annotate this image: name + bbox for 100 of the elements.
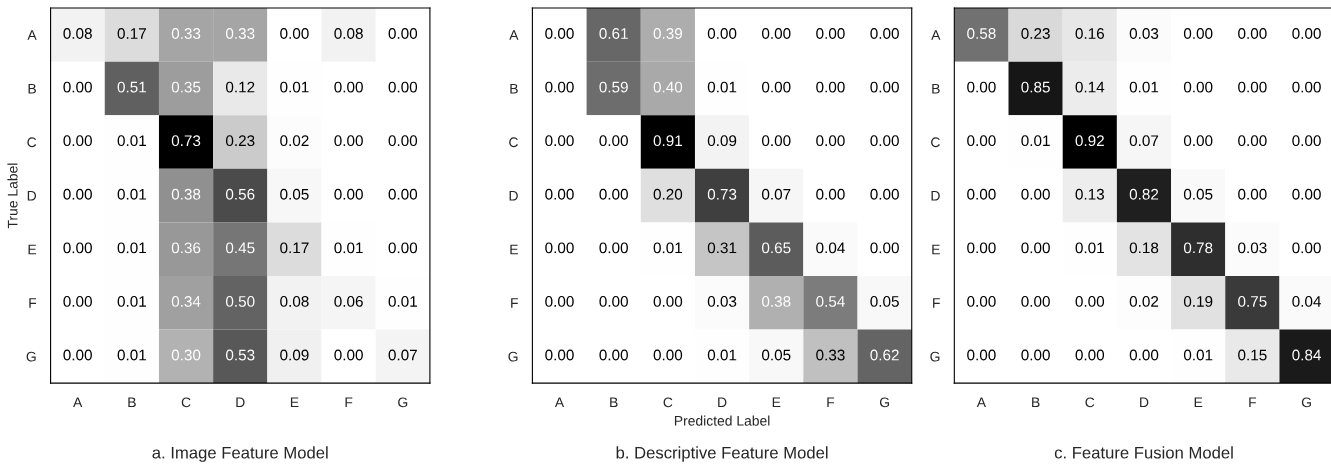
data-label: 0.00 xyxy=(545,242,574,254)
data-label: 0.00 xyxy=(707,28,737,39)
data-label: 0.01 xyxy=(117,349,146,361)
y-tick-label: B xyxy=(510,83,518,94)
data-label: 0.62 xyxy=(870,349,899,361)
x-tick-label: C xyxy=(181,397,191,408)
data-label: 0.06 xyxy=(334,296,363,307)
data-label: 0.92 xyxy=(1075,135,1104,147)
data-label: 0.00 xyxy=(388,81,418,93)
data-label: 0.00 xyxy=(761,81,791,93)
data-label: 0.05 xyxy=(870,296,899,307)
data-label: 0.01 xyxy=(1075,242,1104,254)
data-label: 0.23 xyxy=(225,135,255,147)
data-label: 0.00 xyxy=(1075,296,1105,307)
data-label: 0.34 xyxy=(171,296,201,307)
data-label: 0.00 xyxy=(1238,28,1267,39)
data-label: 0.00 xyxy=(1129,349,1159,361)
data-label: 0.09 xyxy=(707,135,737,147)
x-tick-label: D xyxy=(718,397,727,408)
data-label: 0.01 xyxy=(280,81,309,93)
data-label: 0.01 xyxy=(707,81,737,93)
data-label: 0.00 xyxy=(599,296,628,307)
data-label: 0.17 xyxy=(117,28,146,39)
data-label: 0.56 xyxy=(225,188,255,200)
data-label: 0.03 xyxy=(707,296,737,307)
data-label: 0.01 xyxy=(1129,81,1159,93)
x-tick-label: B xyxy=(1032,397,1040,408)
data-label: 0.00 xyxy=(599,188,628,200)
data-label: 0.01 xyxy=(1183,349,1213,361)
y-tick-label: G xyxy=(930,351,940,362)
x-tick-label: E xyxy=(772,397,781,408)
data-label: 0.54 xyxy=(816,296,845,307)
data-label: 0.53 xyxy=(225,349,255,361)
data-label: 0.00 xyxy=(1183,81,1213,93)
data-label: 0.08 xyxy=(280,296,309,307)
data-label: 0.00 xyxy=(761,28,791,39)
x-tick-label: F xyxy=(827,397,835,408)
data-label: 0.00 xyxy=(388,28,418,39)
data-label: 0.00 xyxy=(599,242,628,254)
x-tick-label: F xyxy=(345,397,353,408)
data-label: 0.07 xyxy=(761,188,791,200)
data-label: 0.36 xyxy=(171,242,201,254)
data-label: 0.05 xyxy=(761,349,791,361)
data-label: 0.82 xyxy=(1129,188,1159,200)
data-label: 0.03 xyxy=(1238,242,1267,254)
data-label: 0.00 xyxy=(63,296,92,307)
data-label: 0.00 xyxy=(545,296,574,307)
data-label: 0.00 xyxy=(63,242,92,254)
data-label: 0.00 xyxy=(334,349,363,361)
y-tick-label: G xyxy=(508,351,518,362)
y-tick-label: C xyxy=(509,137,518,148)
data-label: 0.23 xyxy=(1021,28,1050,39)
data-label: 0.00 xyxy=(1292,28,1321,39)
data-label: 0.08 xyxy=(63,28,92,39)
data-label: 0.00 xyxy=(816,81,845,93)
data-label: 0.91 xyxy=(653,135,682,147)
data-label: 0.40 xyxy=(653,81,683,93)
y-tick-label: D xyxy=(27,191,37,201)
data-label: 0.05 xyxy=(1183,188,1213,200)
data-label: 0.33 xyxy=(225,28,255,39)
data-label: 0.00 xyxy=(388,135,418,147)
data-label: 0.78 xyxy=(1183,242,1213,254)
text: b. Descriptive Feature Model xyxy=(616,446,828,462)
x-tick-label: B xyxy=(610,397,618,408)
x-tick-label: A xyxy=(976,397,987,408)
data-label: 0.00 xyxy=(545,135,574,147)
data-label: 0.73 xyxy=(707,188,737,200)
data-label: 0.75 xyxy=(1238,296,1267,307)
y-tick-label: B xyxy=(28,83,36,94)
data-label: 0.00 xyxy=(63,349,92,361)
data-label: 0.00 xyxy=(870,28,899,39)
data-label: 0.00 xyxy=(653,349,683,361)
y-axis-title: True Label xyxy=(7,163,18,229)
data-label: 0.00 xyxy=(1292,135,1321,147)
data-label: 0.00 xyxy=(967,81,996,93)
data-label: 0.00 xyxy=(1021,242,1050,254)
x-tick-label: E xyxy=(290,397,299,408)
data-label: 0.01 xyxy=(117,242,146,254)
data-label: 0.16 xyxy=(1075,28,1104,39)
data-label: 0.00 xyxy=(545,349,574,361)
y-tick-label: A xyxy=(509,30,519,40)
data-label: 0.00 xyxy=(388,242,418,254)
y-tick-label: E xyxy=(932,244,940,255)
data-label: 0.09 xyxy=(280,349,309,361)
data-label: 0.17 xyxy=(280,242,309,254)
y-tick-label: C xyxy=(27,137,37,148)
x-tick-label: E xyxy=(1194,397,1203,408)
data-label: 0.00 xyxy=(870,81,899,93)
data-label: 0.04 xyxy=(1292,296,1321,307)
data-label: 0.00 xyxy=(967,349,996,361)
x-tick-label: G xyxy=(1301,397,1311,408)
x-tick-label: D xyxy=(1140,397,1149,408)
data-label: 0.00 xyxy=(1292,242,1321,254)
data-label: 0.00 xyxy=(388,188,418,200)
data-label: 0.01 xyxy=(388,296,417,307)
data-label: 0.07 xyxy=(1129,135,1159,147)
x-axis-title: Predicted Label xyxy=(674,415,770,426)
data-label: 0.08 xyxy=(334,28,363,39)
y-tick-label: F xyxy=(933,298,940,308)
data-label: 0.15 xyxy=(1238,349,1267,361)
